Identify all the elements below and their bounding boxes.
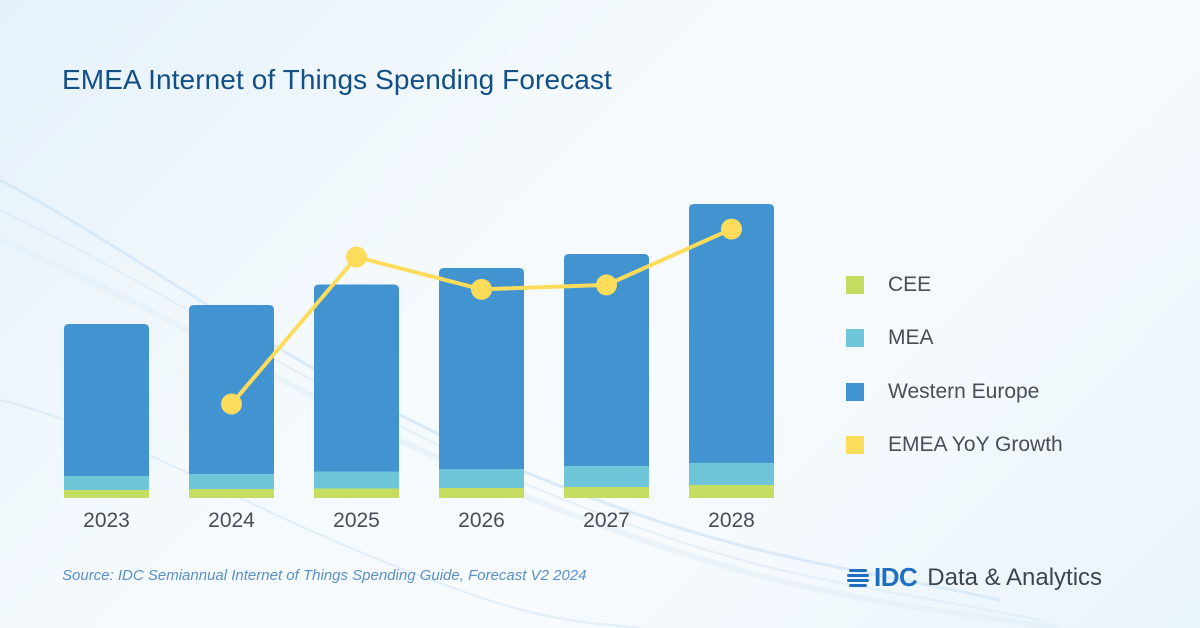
bar-segment-cee xyxy=(64,490,149,498)
bar-segment-cee xyxy=(689,485,774,498)
brand-tagline: Data & Analytics xyxy=(927,563,1103,591)
legend-label: Western Europe xyxy=(888,379,1040,403)
bar-segment-mea xyxy=(314,471,399,489)
x-tick-label: 2024 xyxy=(208,509,255,532)
legend-label: CEE xyxy=(888,272,932,296)
x-tick-label: 2023 xyxy=(83,509,130,532)
bar-segment-cee xyxy=(439,488,524,498)
x-tick-label: 2027 xyxy=(583,509,630,532)
legend-label: EMEA YoY Growth xyxy=(888,433,1063,457)
growth-point xyxy=(471,278,492,300)
bar-segment-western-europe xyxy=(314,284,399,472)
source-note: Source: IDC Semiannual Internet of Thing… xyxy=(62,567,587,584)
legend-label: MEA xyxy=(888,326,934,350)
legend: CEE MEA Western Europe EMEA YoY Growth xyxy=(846,258,1063,472)
growth-point xyxy=(596,274,617,296)
x-tick-label: 2026 xyxy=(458,509,505,532)
bar-segment-cee xyxy=(564,487,649,498)
x-tick-label: 2028 xyxy=(708,509,755,532)
bar-segment-western-europe xyxy=(439,268,524,469)
legend-item-cee: CEE xyxy=(846,258,1063,312)
brand-logo: IDC Data & Analytics xyxy=(846,562,1102,593)
legend-swatch-mea xyxy=(846,329,864,348)
chart-title: EMEA Internet of Things Spending Forecas… xyxy=(62,64,612,95)
x-tick-label: 2025 xyxy=(333,509,380,532)
bar-segment-cee xyxy=(189,489,274,498)
bar-segment-mea xyxy=(689,463,774,485)
growth-point xyxy=(346,246,367,268)
bar-segment-mea xyxy=(64,476,149,490)
legend-item-mea: MEA xyxy=(846,312,1063,366)
bar-segment-western-europe xyxy=(64,324,149,476)
bar-segment-western-europe xyxy=(189,305,274,474)
growth-point xyxy=(721,218,742,240)
legend-swatch-western-europe xyxy=(846,382,864,401)
growth-point xyxy=(221,393,242,415)
legend-item-growth: EMEA YoY Growth xyxy=(846,419,1063,473)
bar-segment-mea xyxy=(189,474,274,489)
bar-segment-western-europe xyxy=(689,204,774,463)
legend-swatch-growth xyxy=(846,436,864,455)
legend-item-western-europe: Western Europe xyxy=(846,365,1063,419)
bar-segment-western-europe xyxy=(564,254,649,466)
brand-logo-text: IDC xyxy=(874,562,918,592)
legend-swatch-cee xyxy=(846,275,864,294)
bar-segment-cee xyxy=(314,488,399,498)
bar-segment-mea xyxy=(439,469,524,488)
bar-segment-mea xyxy=(564,466,649,487)
idc-globe-icon xyxy=(847,568,869,587)
